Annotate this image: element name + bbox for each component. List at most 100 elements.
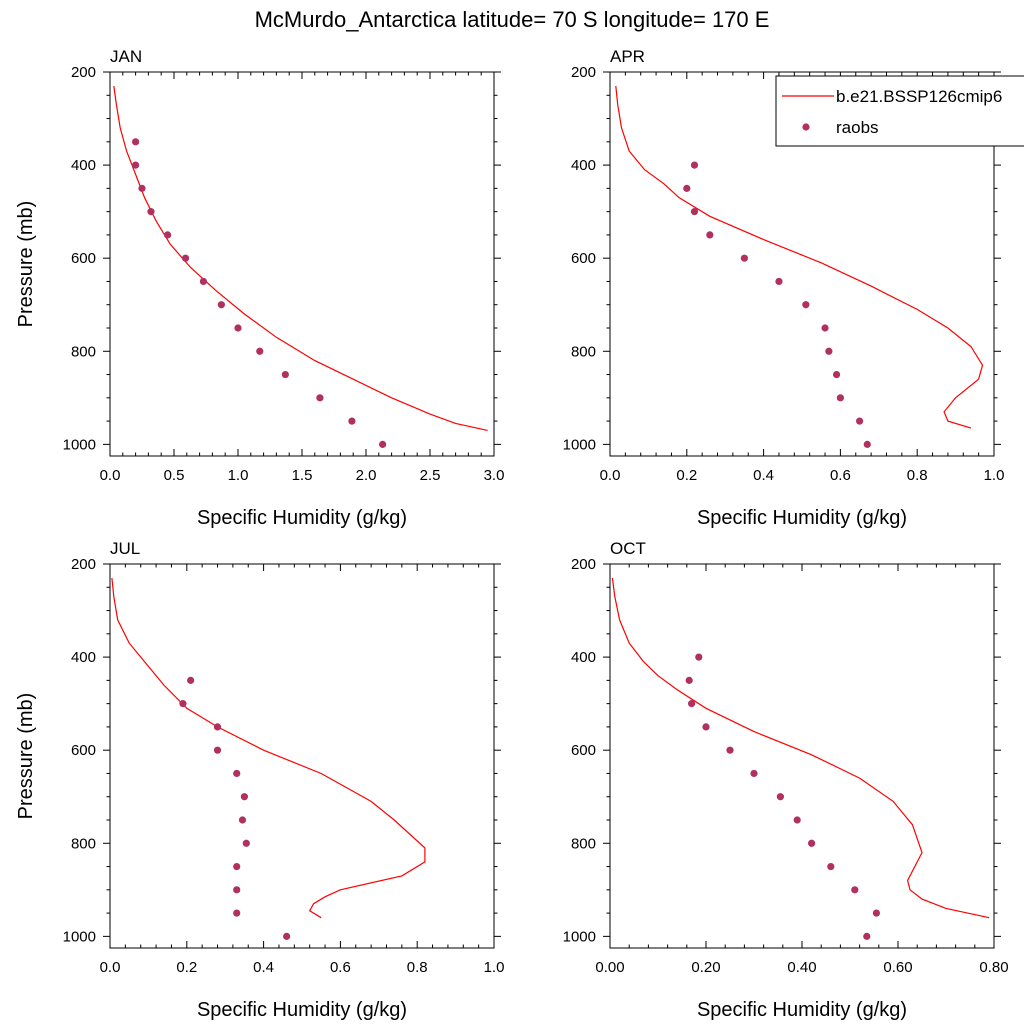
plot-frame [609, 563, 995, 949]
x-tick-label: 0.6 [330, 959, 351, 976]
x-tick-label: 0.60 [883, 959, 912, 976]
y-tick-label: 600 [571, 742, 596, 759]
x-tick-label: 0.4 [753, 467, 774, 484]
obs-point [181, 254, 190, 262]
y-tick-label: 600 [571, 250, 596, 267]
x-tick-label: 3.0 [484, 467, 505, 484]
obs-point [726, 746, 734, 754]
x-tick-label: 0.5 [164, 467, 185, 484]
plot-frame [609, 71, 995, 457]
x-tick-label: 0.40 [787, 959, 816, 976]
x-axis-label: Specific Humidity (g/kg) [697, 999, 907, 1021]
panel-label: JUL [110, 539, 140, 558]
obs-point [281, 370, 289, 379]
x-tick-label: 0.0 [600, 467, 621, 484]
series-line-model [615, 85, 984, 429]
y-tick-label: 800 [571, 835, 596, 852]
y-tick-label: 1000 [563, 436, 596, 453]
y-axis-label: Pressure (mb) [15, 201, 37, 328]
x-axis-label: Specific Humidity (g/kg) [197, 999, 407, 1021]
obs-point [685, 676, 693, 684]
legend: b.e21.BSSP126cmip6 raobs [775, 75, 1024, 147]
obs-point [256, 347, 264, 355]
y-tick-label: 200 [71, 556, 96, 573]
obs-point [217, 301, 225, 309]
y-tick-label: 1000 [63, 928, 96, 945]
x-axis-label: Specific Humidity (g/kg) [697, 507, 907, 529]
x-axis-label: Specific Humidity (g/kg) [197, 507, 407, 529]
obs-point [187, 676, 195, 684]
panel-label: OCT [610, 539, 646, 558]
obs-point [690, 208, 699, 216]
obs-point [851, 886, 859, 894]
obs-point [240, 793, 248, 801]
y-tick-label: 200 [71, 64, 96, 81]
plot-frame [109, 563, 495, 949]
y-tick-label: 400 [71, 649, 96, 666]
x-tick-label: 2.0 [356, 467, 377, 484]
obs-point [132, 161, 140, 169]
y-tick-label: 800 [571, 343, 596, 360]
y-tick-label: 400 [71, 157, 96, 174]
obs-point [776, 793, 785, 801]
legend-marker-swatch [802, 123, 810, 131]
obs-point [872, 909, 881, 917]
obs-point [827, 862, 835, 871]
legend-model-label: b.e21.BSSP126cmip6 [836, 87, 1002, 106]
panel-jan: JAN 0.0 0.5 1.0 1.5 2.0 2.5 3.0 200 400 600 800 1000… [15, 47, 504, 529]
obs-point [179, 700, 187, 708]
panel-oct: OCT 0.00 0.20 0.40 0.60 0.80 200 400 600 800 1000 S… [563, 539, 1009, 1021]
plot-frame [109, 71, 495, 457]
obs-point [233, 909, 241, 917]
x-tick-label: 0.00 [595, 959, 624, 976]
x-tick-label: 1.0 [228, 467, 249, 484]
x-tick-label: 0.0 [100, 467, 121, 484]
obs-point [238, 816, 247, 824]
panel-apr: APR 0.0 0.2 0.4 0.6 0.8 1.0 200 400 600 800 1000 Spe… [563, 47, 1005, 529]
obs-point [808, 839, 816, 847]
y-tick-label: 800 [71, 835, 96, 852]
y-tick-label: 400 [571, 649, 596, 666]
y-tick-label: 200 [571, 556, 596, 573]
y-tick-label: 1000 [563, 928, 596, 945]
obs-point [825, 347, 833, 355]
x-tick-label: 0.6 [830, 467, 851, 484]
obs-point [348, 417, 356, 425]
y-tick-label: 600 [71, 250, 96, 267]
obs-point [233, 769, 241, 778]
figure-title: McMurdo_Antarctica latitude= 70 S longit… [255, 7, 770, 32]
obs-point [199, 277, 208, 286]
y-tick-label: 600 [71, 742, 96, 759]
obs-point [138, 184, 146, 192]
obs-point [690, 161, 699, 169]
obs-point [775, 277, 783, 286]
y-tick-label: 800 [71, 343, 96, 360]
x-tick-label: 0.80 [979, 959, 1008, 976]
series-line-model [111, 577, 426, 919]
obs-point [863, 932, 871, 940]
panel-label: APR [610, 47, 645, 66]
x-tick-label: 2.5 [420, 467, 441, 484]
obs-point [706, 231, 714, 239]
obs-point [863, 440, 871, 448]
obs-point [213, 746, 222, 754]
obs-point [147, 208, 155, 216]
legend-box [775, 75, 1024, 147]
y-tick-label: 200 [571, 64, 596, 81]
x-tick-label: 1.0 [484, 959, 505, 976]
y-tick-label: 400 [571, 157, 596, 174]
y-axis-label: Pressure (mb) [15, 693, 37, 820]
panel-jul: JUL 0.0 0.2 0.4 0.6 0.8 1.0 200 400 600 800 1000 Spe… [15, 539, 504, 1021]
obs-point [379, 440, 387, 448]
obs-point [316, 394, 324, 402]
legend-obs-label: raobs [836, 118, 879, 137]
series-line-model [113, 85, 488, 431]
obs-point [242, 839, 250, 847]
obs-point [234, 324, 242, 332]
series-line-model [611, 577, 990, 919]
obs-point [132, 138, 140, 146]
obs-point [856, 417, 864, 425]
x-tick-label: 1.0 [984, 467, 1005, 484]
obs-point [688, 700, 696, 708]
